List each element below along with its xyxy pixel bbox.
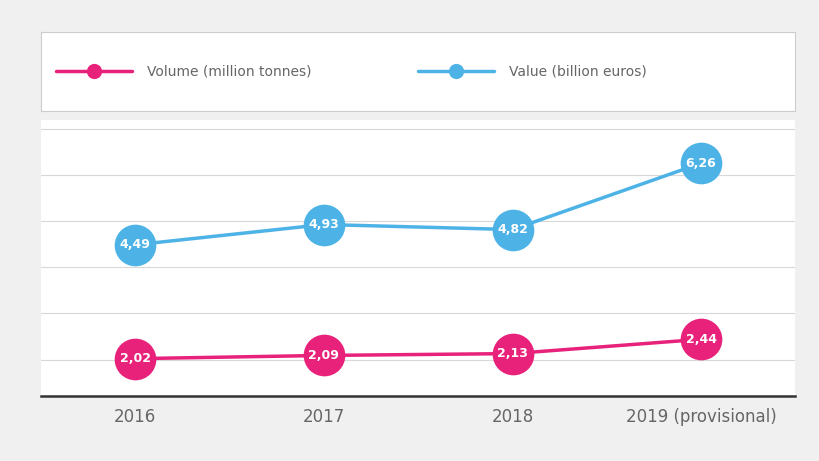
Text: 4,49: 4,49 [120, 238, 151, 251]
Point [505, 350, 518, 357]
Point [694, 160, 707, 167]
Point [694, 336, 707, 343]
Point [317, 221, 330, 228]
Text: 4,93: 4,93 [308, 218, 339, 231]
Point [87, 68, 100, 75]
Text: 2,44: 2,44 [685, 333, 716, 346]
Point [129, 241, 142, 248]
Text: Volume (million tonnes): Volume (million tonnes) [147, 65, 310, 78]
Text: 2,02: 2,02 [120, 352, 151, 365]
Point [129, 355, 142, 362]
Point [317, 352, 330, 359]
Text: 4,82: 4,82 [496, 223, 527, 236]
Text: 6,26: 6,26 [685, 157, 716, 170]
Text: 2,13: 2,13 [496, 347, 527, 360]
Text: Value (billion euros): Value (billion euros) [508, 65, 645, 78]
Text: 2,09: 2,09 [308, 349, 339, 362]
Point [505, 226, 518, 233]
Point [449, 68, 462, 75]
